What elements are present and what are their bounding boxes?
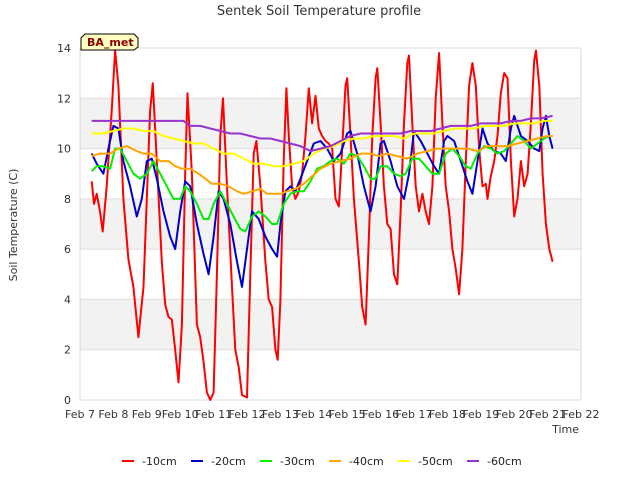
y-tick-label: 10 [57,143,71,156]
x-tick-label: Feb 8 [98,408,128,421]
series-line-minus-60cm [91,114,553,153]
gridlines [80,47,581,401]
y-tick-label: 14 [57,42,71,55]
x-tick-label: Feb 14 [295,408,332,421]
station-label: BA_met [87,36,134,49]
series-layer [90,49,554,401]
y-tick-label: 2 [64,344,71,357]
x-tick-label: Feb 11 [195,408,232,421]
x-tick-label: Feb 19 [462,408,499,421]
station-label-box: BA_met [80,33,139,51]
x-axis-title: Time [551,423,579,436]
y-tick-label: 0 [64,394,71,407]
y-tick-label: 4 [64,293,71,306]
y-axis-title: Soil Temperature (C) [7,169,20,282]
plot-band [80,299,581,350]
legend: -10cm -20cm -30cm -40cm -50cm -60cm [122,455,522,468]
x-tick-label: Feb 22 [563,408,600,421]
legend-label: -30cm [280,455,315,468]
chart-title: Sentek Soil Temperature profile [217,4,421,19]
x-tick-label: Feb 7 [65,408,95,421]
x-tick-label: Feb 9 [132,408,162,421]
series-line-minus-20cm [90,114,554,288]
x-tick-label: Feb 16 [362,408,399,421]
series-line-minus-30cm [90,135,553,233]
y-tick-label: 6 [64,243,71,256]
legend-label: -10cm [142,455,177,468]
plot-background-bands [79,47,582,401]
plot-band [80,198,581,250]
series-line-minus-10cm [90,49,554,401]
legend-label: -20cm [211,455,246,468]
x-tick-label: Feb 12 [229,408,266,421]
series-line-minus-40cm [91,135,553,195]
x-tick-label: Feb 15 [329,408,366,421]
y-tick-label: 8 [64,193,71,206]
legend-label: -60cm [487,455,522,468]
legend-label: -40cm [349,455,384,468]
x-tick-label: Feb 10 [162,408,199,421]
x-tick-label: Feb 13 [262,408,299,421]
y-axis-ticks: 0 2 4 6 8 10 12 14 [57,42,71,407]
legend-label: -50cm [418,455,453,468]
x-tick-label: Feb 21 [529,408,566,421]
y-tick-label: 12 [57,92,71,105]
x-tick-label: Feb 20 [496,408,533,421]
x-tick-label: Feb 18 [429,408,466,421]
x-tick-label: Feb 17 [396,408,433,421]
